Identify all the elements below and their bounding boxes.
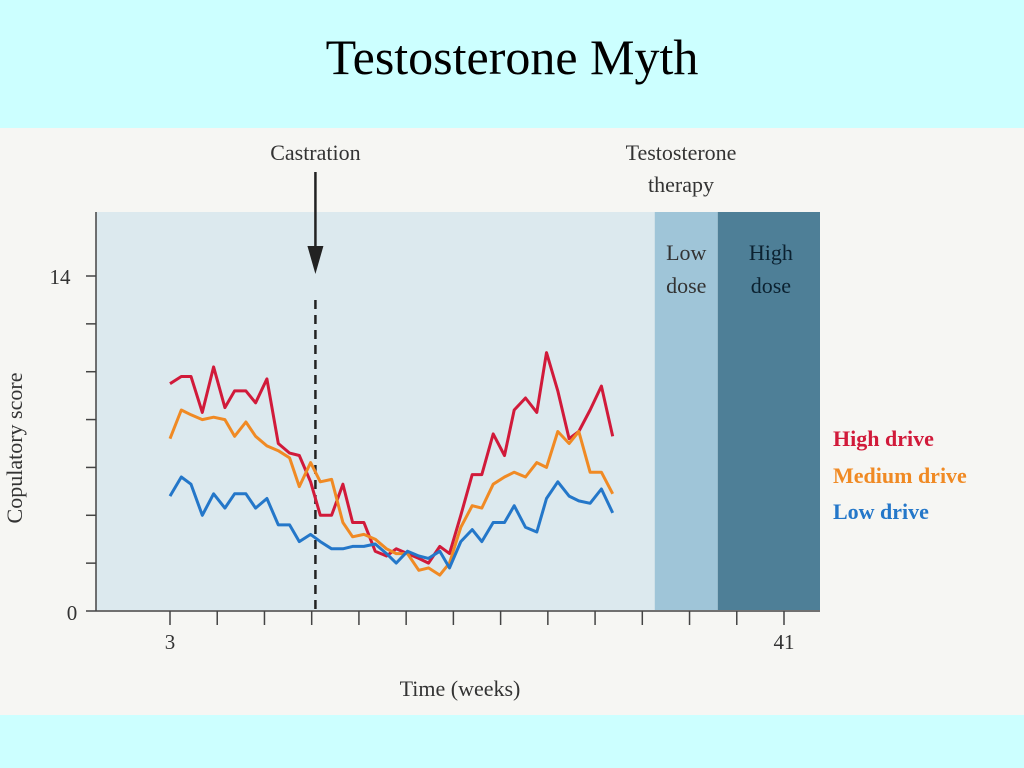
x-tick-label-41: 41 [774, 630, 795, 654]
x-axis-ticks [169, 611, 785, 625]
legend-item-low-drive: Low drive [833, 499, 929, 524]
high-dose-band [717, 212, 820, 610]
y-axis-title: Copulatory score [2, 373, 27, 524]
legend: High drive Medium drive Low drive [833, 426, 967, 524]
y-tick-label-0: 0 [67, 601, 78, 625]
y-axis-ticks [86, 275, 96, 612]
series-group [168, 351, 615, 577]
series-line-low-drive [168, 475, 615, 570]
y-tick-label-14: 14 [50, 265, 72, 289]
legend-item-high-drive: High drive [833, 426, 934, 451]
therapy-label: Testosterone therapy [626, 140, 737, 197]
low-dose-band [654, 212, 718, 610]
high-dose-label: High dose [749, 240, 793, 298]
low-dose-label: Low dose [666, 240, 706, 298]
castration-arrowhead [307, 246, 324, 274]
x-tick-label-3: 3 [165, 630, 176, 654]
legend-item-medium-drive: Medium drive [833, 463, 967, 488]
x-axis-title: Time (weeks) [400, 676, 521, 701]
series-line-medium-drive [168, 408, 615, 577]
slide-title: Testosterone Myth [325, 29, 699, 85]
castration-label: Castration [270, 140, 360, 165]
figure-panel: 0 14 3 41 Time (weeks) Copulatory score … [0, 128, 1024, 715]
chart: 0 14 3 41 Time (weeks) Copulatory score … [2, 140, 967, 701]
